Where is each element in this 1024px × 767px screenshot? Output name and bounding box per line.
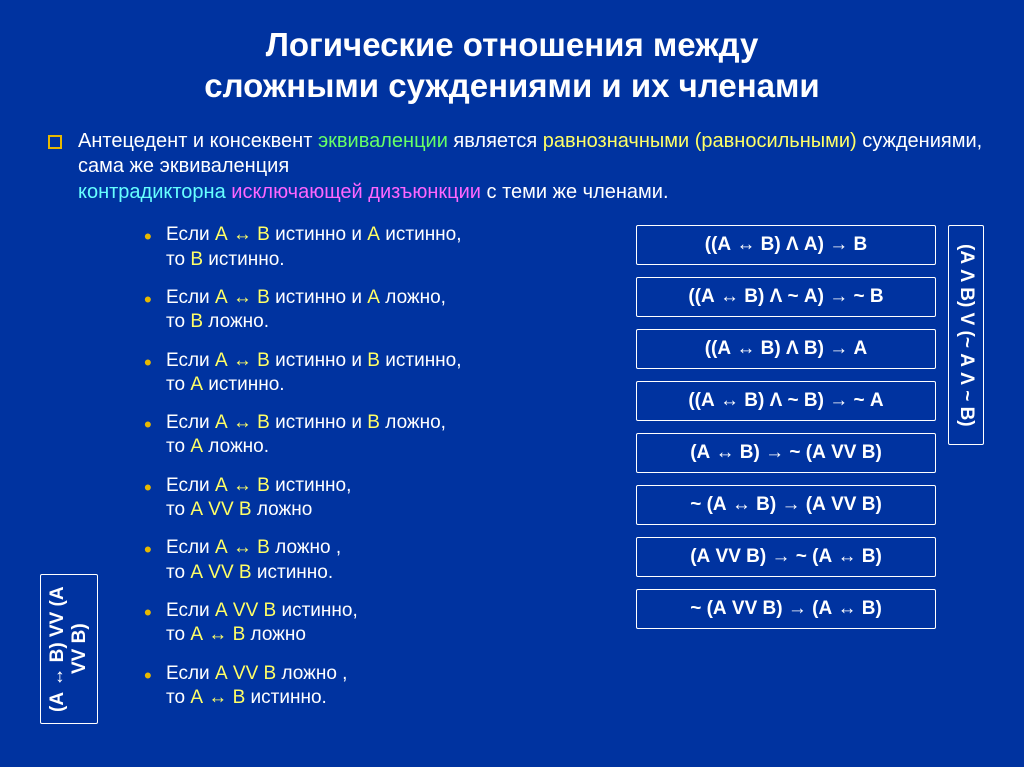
sidebar-formula-right: (А Λ В) V (~ А Λ ~ В) <box>948 225 984 445</box>
title-line-2: сложными суждениями и их членами <box>204 67 819 104</box>
slide-title: Логические отношения между сложными сужд… <box>40 24 984 107</box>
intro-term-equivalent: равнозначными (равносильными) <box>543 130 857 152</box>
title-line-1: Логические отношения между <box>266 26 759 63</box>
formula-box: ~ (А VV В) → (А ↔ В) <box>636 589 936 629</box>
intro-term-disjunction: исключающей дизъюнкции <box>231 181 481 203</box>
formula-box: (А ↔ В) → ~ (А VV В) <box>636 433 936 473</box>
formula-box: ((А ↔ В) Λ А) → В <box>636 225 936 265</box>
intro-text: является <box>448 130 543 152</box>
bullet-list: Если А ↔ В истинно и А истинно,то В исти… <box>110 223 624 724</box>
formula-box: ((А ↔ В) Λ ~ В) → ~ А <box>636 381 936 421</box>
list-item: Если А ↔ В истинно и А ложно,то В ложно. <box>144 286 624 335</box>
content-row: (А ↔ В) VV (А VV В) Если А ↔ В истинно и… <box>40 223 984 724</box>
formula-box: ~ (А ↔ В) → (А VV В) <box>636 485 936 525</box>
formula-box: (А VV В) → ~ (А ↔ В) <box>636 537 936 577</box>
intro-term-equivalence: эквиваленции <box>318 130 448 152</box>
square-bullet-icon <box>48 135 62 149</box>
list-item: Если А ↔ В истинно и В ложно,то А ложно. <box>144 411 624 460</box>
list-item: Если А ↔ В истинно и В истинно,то А исти… <box>144 349 624 398</box>
intro-text: с теми же членами. <box>481 181 669 203</box>
sidebar-formula-left: (А ↔ В) VV (А VV В) <box>40 574 98 724</box>
list-item: Если А ↔ В истинно,то А VV В ложно <box>144 474 624 523</box>
intro-paragraph: Антецедент и консеквент эквиваленции явл… <box>40 129 984 206</box>
list-item: Если А ↔ В ложно ,то А VV В истинно. <box>144 536 624 585</box>
formula-column: ((А ↔ В) Λ А) → В ((А ↔ В) Λ ~ А) → ~ В … <box>636 223 936 724</box>
formula-box: ((А ↔ В) Λ В) → А <box>636 329 936 369</box>
list-item: Если А VV В истинно,то А ↔ В ложно <box>144 599 624 648</box>
formula-box: ((А ↔ В) Λ ~ А) → ~ В <box>636 277 936 317</box>
slide: Логические отношения между сложными сужд… <box>0 0 1024 744</box>
list-item: Если А ↔ В истинно и А истинно,то В исти… <box>144 223 624 272</box>
list-item: Если А VV В ложно ,то А ↔ В истинно. <box>144 662 624 711</box>
intro-text: Антецедент и консеквент <box>78 130 318 152</box>
intro-term-contradictory: контрадикторна <box>78 181 226 203</box>
